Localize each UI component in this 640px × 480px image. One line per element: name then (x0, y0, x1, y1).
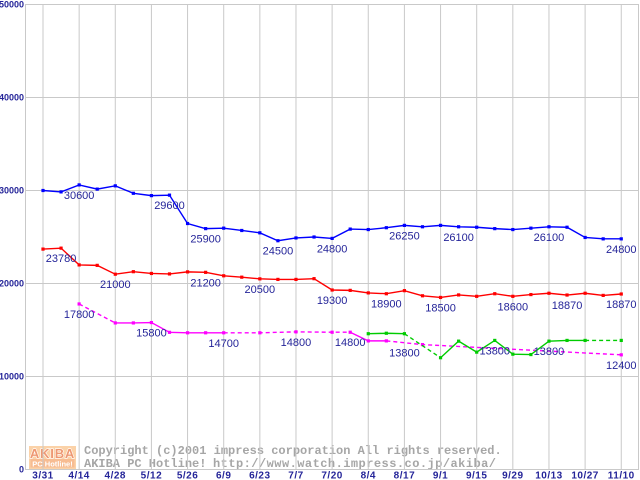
svg-text:18900: 18900 (371, 299, 402, 311)
svg-text:13800: 13800 (389, 348, 420, 360)
svg-text:9/29: 9/29 (502, 471, 523, 480)
svg-text:10/13: 10/13 (535, 471, 563, 480)
svg-text:30600: 30600 (64, 190, 95, 202)
svg-text:21200: 21200 (190, 277, 221, 289)
svg-text:25900: 25900 (190, 234, 221, 246)
svg-text:http://www.watch.impress.co.jp: http://www.watch.impress.co.jp/akiba/ (213, 457, 496, 471)
svg-text:26100: 26100 (534, 232, 565, 244)
svg-text:3/31: 3/31 (32, 471, 53, 480)
svg-text:4/28: 4/28 (105, 471, 126, 480)
svg-text:5/12: 5/12 (141, 471, 162, 480)
svg-text:10/27: 10/27 (571, 471, 599, 480)
svg-text:14800: 14800 (335, 337, 366, 349)
svg-text:26250: 26250 (389, 230, 420, 242)
svg-text:20000: 20000 (0, 279, 24, 289)
svg-text:6/23: 6/23 (249, 471, 270, 480)
svg-text:18870: 18870 (552, 300, 583, 312)
svg-text:8/4: 8/4 (361, 471, 376, 480)
svg-text:20500: 20500 (245, 284, 276, 296)
svg-text:17800: 17800 (64, 309, 95, 321)
svg-text:5/26: 5/26 (177, 471, 198, 480)
svg-text:24800: 24800 (606, 244, 637, 256)
svg-text:6/9: 6/9 (216, 471, 231, 480)
svg-text:11/10: 11/10 (608, 471, 635, 480)
svg-text:50000: 50000 (0, 0, 24, 10)
svg-text:24500: 24500 (263, 246, 294, 258)
svg-text:23780: 23780 (46, 253, 77, 265)
svg-text:14800: 14800 (281, 337, 312, 349)
svg-text:12400: 12400 (606, 360, 637, 372)
svg-text:40000: 40000 (0, 93, 24, 103)
svg-text:4/14: 4/14 (68, 471, 89, 480)
svg-text:19300: 19300 (317, 295, 348, 307)
svg-text:AKIBA: AKIBA (30, 446, 75, 461)
svg-text:Copyright (c)2001 impress corp: Copyright (c)2001 impress corporation Al… (84, 444, 502, 458)
svg-text:9/1: 9/1 (433, 471, 448, 480)
svg-text:10000: 10000 (0, 372, 24, 382)
svg-text:18870: 18870 (606, 299, 637, 311)
svg-text:30000: 30000 (0, 186, 24, 196)
svg-text:24800: 24800 (317, 243, 348, 255)
svg-text:18500: 18500 (425, 302, 456, 314)
svg-text:29600: 29600 (154, 200, 185, 212)
svg-text:7/7: 7/7 (288, 471, 303, 480)
svg-text:26100: 26100 (443, 232, 474, 244)
svg-text:PC Hotline!: PC Hotline! (32, 460, 72, 469)
svg-text:13800: 13800 (479, 345, 510, 357)
svg-text:18600: 18600 (498, 301, 529, 313)
svg-text:15800: 15800 (136, 328, 167, 340)
svg-text:8/17: 8/17 (394, 471, 415, 480)
svg-text:9/15: 9/15 (466, 471, 487, 480)
svg-text:7/20: 7/20 (321, 471, 342, 480)
svg-text:14700: 14700 (208, 338, 239, 350)
svg-text:13800: 13800 (534, 346, 565, 358)
svg-text:AKIBA PC Hotline!: AKIBA PC Hotline! (84, 457, 206, 471)
svg-text:21000: 21000 (100, 279, 131, 291)
svg-text:0: 0 (19, 465, 24, 475)
